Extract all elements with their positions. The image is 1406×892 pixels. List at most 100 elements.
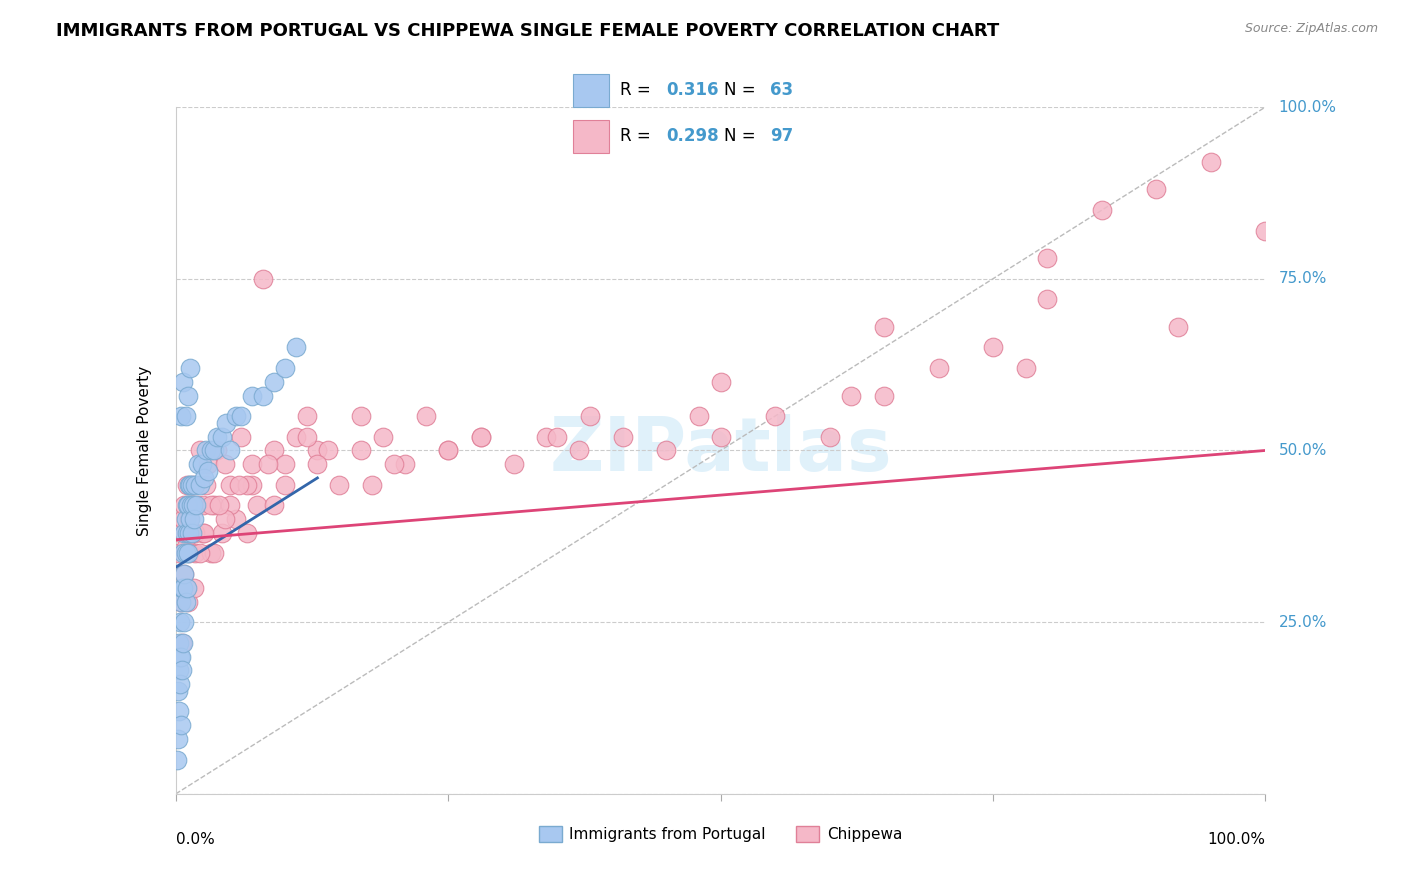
Point bbox=[546, 430, 568, 444]
Legend: Immigrants from Portugal, Chippewa: Immigrants from Portugal, Chippewa bbox=[533, 820, 908, 848]
Point bbox=[191, 457, 214, 471]
Point bbox=[394, 457, 416, 471]
Point bbox=[360, 478, 382, 492]
Point bbox=[1036, 251, 1059, 265]
Point bbox=[295, 430, 318, 444]
Point bbox=[200, 546, 222, 561]
Point bbox=[274, 361, 297, 376]
Point bbox=[173, 499, 195, 513]
Point bbox=[177, 594, 200, 608]
Text: 0.0%: 0.0% bbox=[176, 831, 215, 847]
Point bbox=[166, 753, 188, 767]
Point bbox=[350, 443, 373, 458]
Point bbox=[205, 430, 228, 444]
Point bbox=[172, 636, 194, 650]
Point bbox=[167, 683, 190, 698]
Point bbox=[257, 457, 280, 471]
Point bbox=[225, 512, 247, 526]
Point bbox=[193, 525, 215, 540]
Point bbox=[240, 457, 263, 471]
Point bbox=[183, 512, 205, 526]
Point bbox=[240, 478, 263, 492]
Point bbox=[655, 443, 678, 458]
Point bbox=[188, 478, 211, 492]
Point bbox=[181, 525, 204, 540]
Point bbox=[873, 319, 896, 334]
Point bbox=[186, 499, 209, 513]
Point bbox=[710, 430, 733, 444]
Point bbox=[170, 649, 193, 664]
Point bbox=[188, 546, 211, 561]
Point bbox=[170, 525, 193, 540]
Point bbox=[184, 478, 207, 492]
Point bbox=[195, 443, 218, 458]
Point bbox=[167, 546, 190, 561]
Point bbox=[195, 478, 218, 492]
Point bbox=[177, 546, 200, 561]
Point bbox=[169, 677, 191, 691]
Point bbox=[183, 581, 205, 595]
Point bbox=[215, 416, 238, 430]
Point bbox=[231, 430, 253, 444]
Point bbox=[1091, 203, 1114, 218]
Point bbox=[202, 499, 225, 513]
Point bbox=[169, 649, 191, 664]
Point bbox=[179, 478, 201, 492]
Point bbox=[174, 409, 197, 423]
Point bbox=[350, 409, 373, 423]
Point bbox=[841, 388, 863, 402]
Point bbox=[197, 464, 219, 478]
Point bbox=[579, 409, 602, 423]
Point bbox=[181, 478, 204, 492]
Point bbox=[284, 340, 307, 354]
Point bbox=[184, 525, 207, 540]
Point bbox=[534, 430, 557, 444]
Point bbox=[1015, 361, 1038, 376]
Point bbox=[274, 457, 297, 471]
Point bbox=[612, 430, 634, 444]
Point bbox=[172, 581, 194, 595]
Point bbox=[252, 271, 274, 285]
Point bbox=[818, 430, 841, 444]
Point bbox=[174, 546, 197, 561]
Point bbox=[167, 636, 190, 650]
Point bbox=[231, 409, 253, 423]
Point bbox=[235, 478, 257, 492]
Text: 0.298: 0.298 bbox=[666, 128, 718, 145]
Point bbox=[177, 499, 200, 513]
Point bbox=[181, 525, 204, 540]
Point bbox=[981, 340, 1004, 354]
Point bbox=[318, 443, 340, 458]
Point bbox=[295, 409, 318, 423]
Point bbox=[174, 512, 197, 526]
Point bbox=[225, 409, 247, 423]
Point bbox=[179, 361, 201, 376]
Text: R =: R = bbox=[620, 128, 655, 145]
Point bbox=[214, 512, 236, 526]
Point bbox=[1144, 182, 1167, 196]
Text: 50.0%: 50.0% bbox=[1278, 443, 1327, 458]
Point bbox=[228, 478, 250, 492]
Point bbox=[174, 540, 197, 554]
Point bbox=[177, 388, 200, 402]
Text: 100.0%: 100.0% bbox=[1208, 831, 1265, 847]
Point bbox=[470, 430, 492, 444]
Text: ZIPatlas: ZIPatlas bbox=[550, 414, 891, 487]
Text: 100.0%: 100.0% bbox=[1278, 100, 1337, 114]
Point bbox=[437, 443, 460, 458]
Point bbox=[177, 546, 200, 561]
Point bbox=[186, 499, 208, 513]
Text: 25.0%: 25.0% bbox=[1278, 615, 1327, 630]
Point bbox=[219, 443, 242, 458]
Text: Source: ZipAtlas.com: Source: ZipAtlas.com bbox=[1244, 22, 1378, 36]
Point bbox=[263, 443, 285, 458]
Point bbox=[240, 388, 263, 402]
Point bbox=[170, 409, 193, 423]
Point bbox=[928, 361, 950, 376]
Point bbox=[173, 567, 195, 582]
Point bbox=[172, 375, 194, 389]
Y-axis label: Single Female Poverty: Single Female Poverty bbox=[138, 366, 152, 535]
Point bbox=[415, 409, 437, 423]
Point bbox=[191, 525, 214, 540]
Point bbox=[263, 499, 285, 513]
